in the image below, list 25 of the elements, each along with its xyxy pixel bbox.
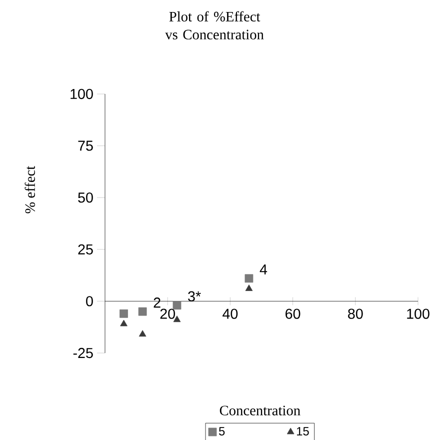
y-tick-label: 100 (70, 88, 93, 100)
x-axis-title: Concentration (220, 406, 300, 416)
annotation: 3* (188, 291, 201, 302)
annotation: 4 (260, 264, 268, 274)
x-tick-label: 20 (160, 308, 176, 319)
y-tick-label: 75 (78, 140, 93, 151)
x-tick-label: 100 (407, 308, 430, 319)
x-tick-label: 40 (222, 308, 238, 319)
point (138, 330, 146, 337)
legend-label: 15 (296, 427, 309, 436)
y-axis-title: % effect (24, 166, 36, 214)
y-tick-label: 50 (78, 192, 93, 203)
point (245, 284, 253, 291)
y-tick-label: 25 (78, 244, 93, 254)
chart-title: Plot of %Effect vs Concentration (165, 11, 264, 40)
y-tick-label: -25 (73, 348, 93, 358)
point (244, 274, 254, 283)
x-tick-label: 80 (348, 308, 363, 319)
point (138, 307, 147, 316)
point (172, 301, 182, 310)
y-tick-label: 0 (86, 296, 93, 306)
x-tick-label: 60 (286, 308, 300, 319)
legend-label: 5 (218, 427, 225, 436)
point (120, 320, 128, 326)
point (120, 309, 128, 318)
